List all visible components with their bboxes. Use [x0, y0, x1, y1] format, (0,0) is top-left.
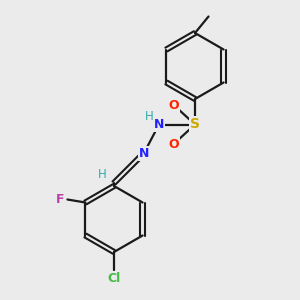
- Text: N: N: [154, 118, 164, 131]
- Text: H: H: [98, 168, 107, 181]
- Text: Cl: Cl: [107, 272, 121, 285]
- Text: N: N: [139, 146, 149, 160]
- Text: O: O: [168, 98, 179, 112]
- Text: O: O: [168, 137, 179, 151]
- Text: F: F: [56, 193, 64, 206]
- Text: S: S: [190, 118, 200, 131]
- Text: H: H: [145, 110, 154, 123]
